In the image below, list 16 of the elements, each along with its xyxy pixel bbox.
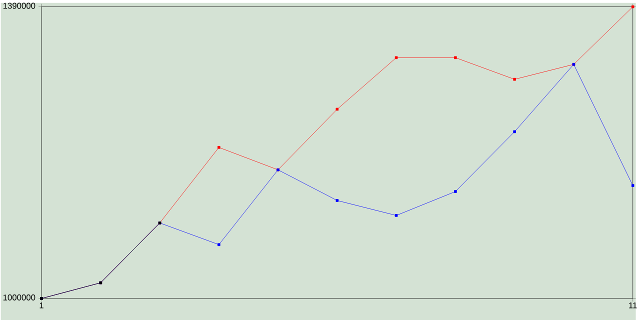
point <box>336 198 339 202</box>
point <box>218 146 220 149</box>
point <box>513 78 516 81</box>
x-tick-label: 1 <box>40 302 44 308</box>
point <box>218 243 220 246</box>
point <box>454 56 457 59</box>
point <box>336 108 339 110</box>
x-tick-label: 11 <box>629 302 637 308</box>
point <box>394 56 398 59</box>
point <box>454 190 457 193</box>
point <box>631 184 634 187</box>
point <box>394 214 398 217</box>
point <box>631 5 634 8</box>
y-tick-label: 1000000 <box>3 294 36 300</box>
point <box>513 130 516 133</box>
y-tick-label: 1390000 <box>3 2 36 9</box>
